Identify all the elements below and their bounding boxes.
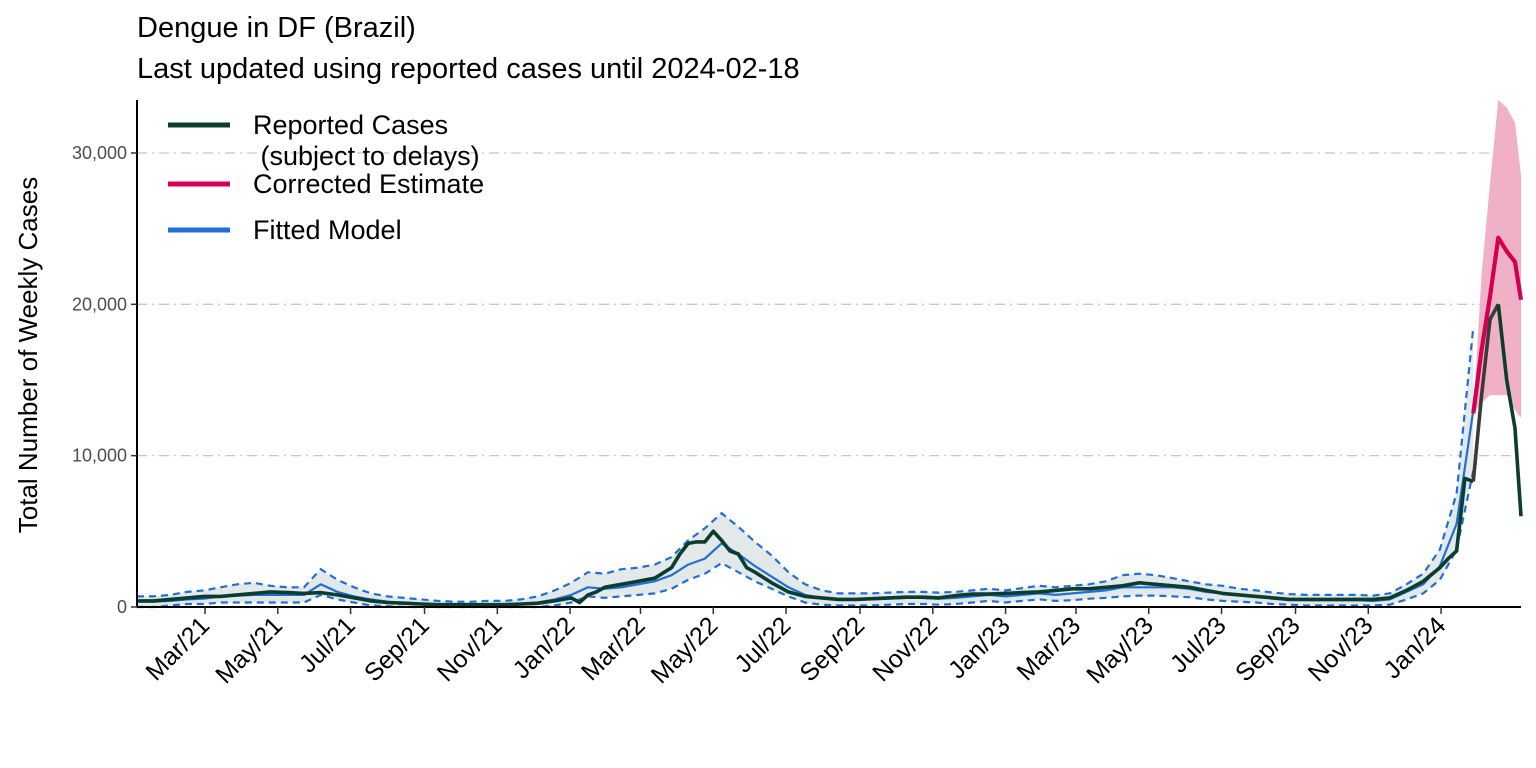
legend-label-0: Reported Cases: [253, 110, 448, 140]
y-axis-title: Total Number of Weekly Cases: [13, 177, 43, 533]
x-tick-label-17: Jan/24: [1378, 611, 1451, 684]
x-tick-label-16: Nov/23: [1303, 611, 1379, 687]
legend-label-1: Corrected Estimate: [253, 169, 484, 199]
corrected-estimate-line: [1471, 235, 1524, 414]
gridlines: [137, 152, 1521, 457]
x-tick-label-11: Jan/23: [943, 611, 1016, 684]
x-tick-label-0: Mar/21: [140, 611, 215, 686]
fitted-upper-bound-line: [137, 326, 1475, 603]
x-tick-label-12: Mar/23: [1011, 611, 1086, 686]
legend-label-2: Fitted Model: [253, 215, 402, 245]
chart-subtitle: Last updated using reported cases until …: [137, 53, 800, 85]
fitted-lower-bound-line: [137, 470, 1475, 609]
reported-cases-line: [137, 476, 1474, 607]
x-tick-label-13: May/23: [1081, 611, 1159, 689]
x-tick-label-10: Nov/22: [867, 611, 943, 687]
legend-label-0-line2: (subject to delays): [253, 141, 480, 171]
legend: Reported Cases (subject to delays)Correc…: [168, 110, 484, 245]
chart-title: Dengue in DF (Brazil): [137, 12, 416, 44]
y-tick-label-30000: 30,000: [72, 143, 127, 163]
x-tick-label-3: Sep/21: [359, 611, 435, 687]
x-tick-label-1: May/21: [210, 611, 288, 689]
x-tick-label-15: Sep/23: [1230, 611, 1306, 687]
y-tick-label-20000: 20,000: [72, 294, 127, 314]
reported-cases-tail-line: [1496, 304, 1523, 517]
x-tick-label-6: Mar/22: [576, 611, 651, 686]
x-tick-label-4: Nov/21: [432, 611, 508, 687]
y-tick-label-0: 0: [117, 597, 127, 617]
y-axis-ticks: 0 10,000 20,000 30,000: [72, 143, 137, 617]
x-tick-label-5: Jan/22: [507, 611, 580, 684]
series-lines: [137, 235, 1524, 609]
x-tick-label-8: Jul/22: [729, 611, 796, 678]
reported-cases-recent-line: [1471, 303, 1500, 482]
fitted-model-band: [137, 327, 1474, 607]
fitted-model-line: [137, 410, 1475, 607]
x-tick-label-2: Jul/21: [294, 611, 361, 678]
x-tick-label-9: Sep/22: [794, 611, 870, 687]
y-tick-label-10000: 10,000: [72, 446, 127, 466]
axes: [136, 100, 1521, 608]
x-tick-label-14: Jul/23: [1165, 611, 1232, 678]
x-tick-label-7: May/22: [646, 611, 724, 689]
